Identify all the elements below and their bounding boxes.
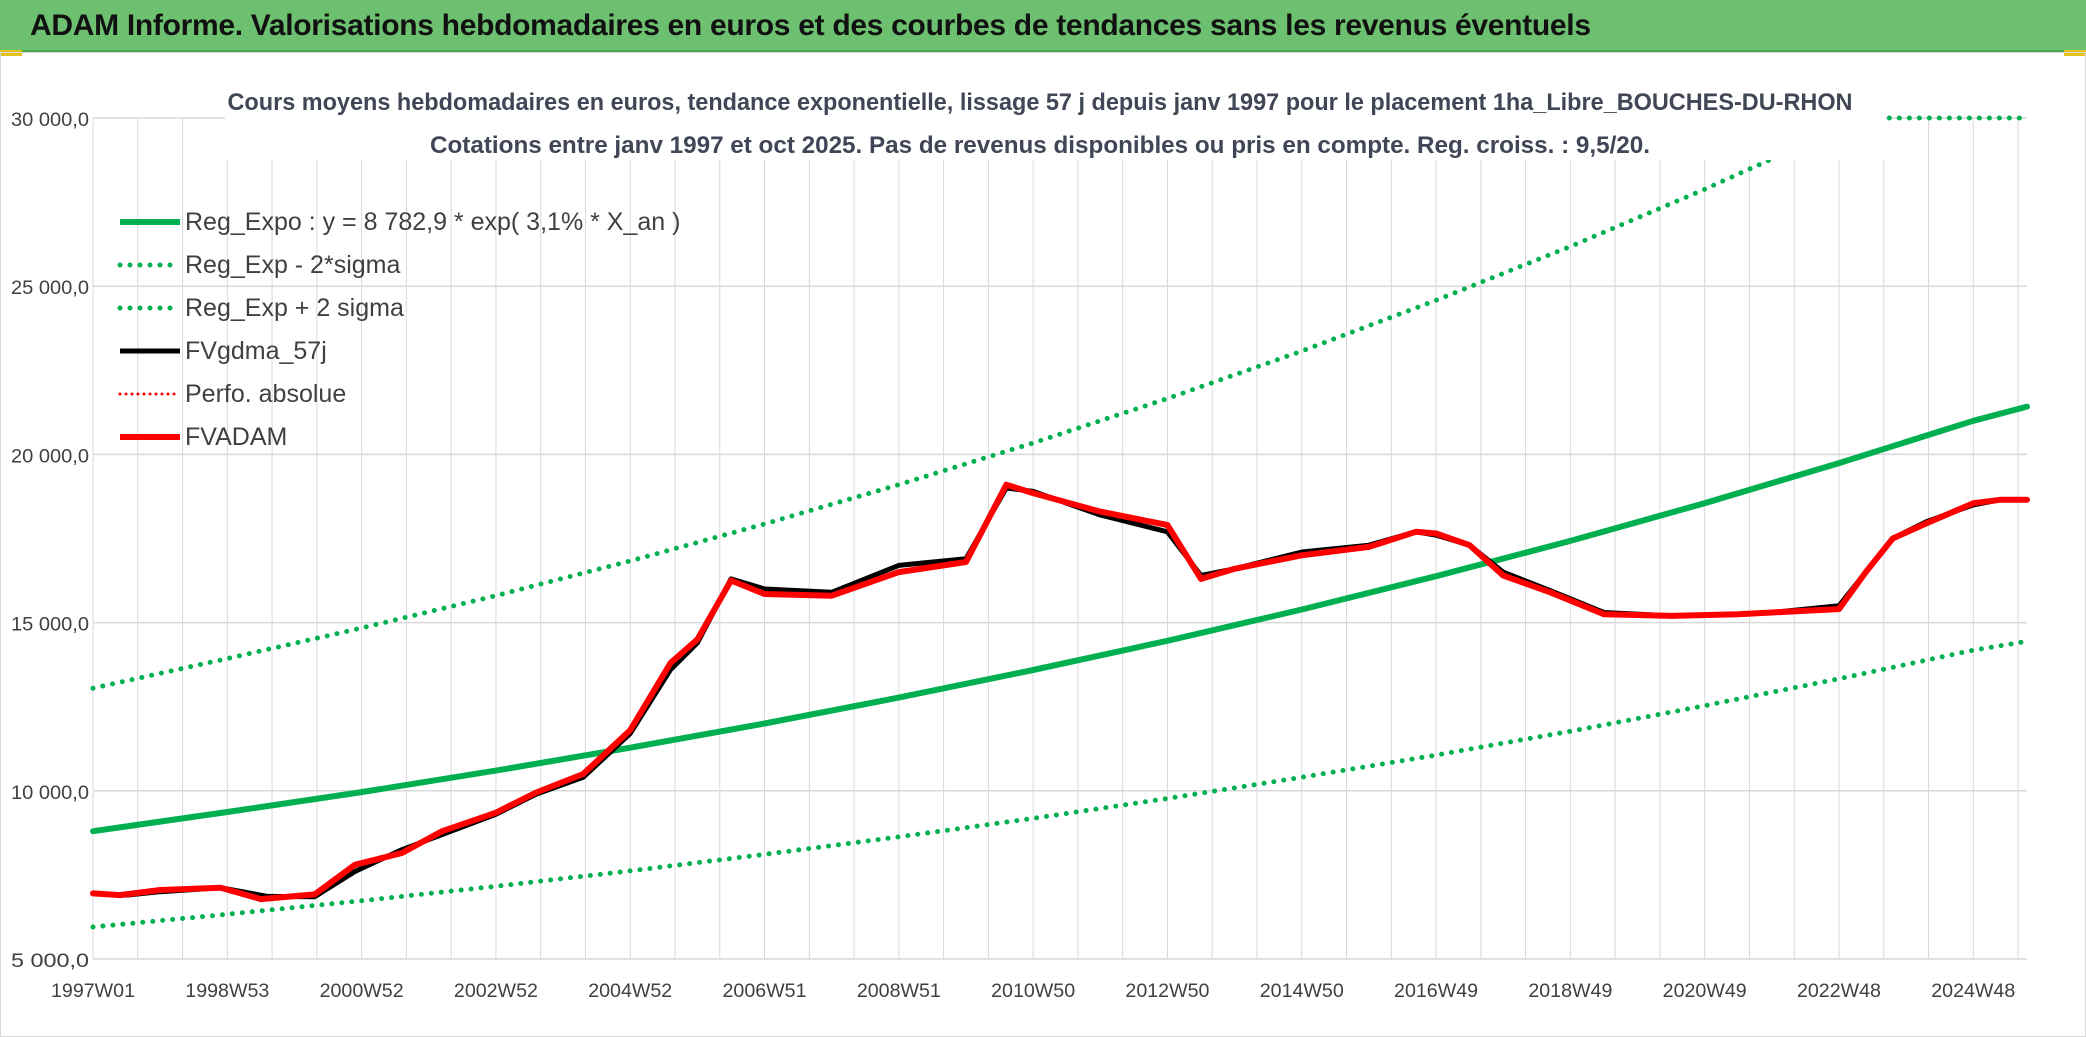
page-title: ADAM Informe. Valorisations hebdomadaire… xyxy=(30,9,1591,42)
legend-entry-label: FVADAM xyxy=(185,423,287,451)
x-tick-label: 2004W52 xyxy=(588,981,672,1002)
y-tick-label: 20 000,0 xyxy=(11,446,89,467)
y-tick-label: 25 000,0 xyxy=(11,278,89,299)
y-tick-label: 15 000,0 xyxy=(11,615,89,636)
x-tick-label: 2022W48 xyxy=(1797,981,1881,1002)
corner-accent-left xyxy=(0,50,22,56)
series-line-1 xyxy=(90,638,2030,930)
chart-title: Cours moyens hebdomadaires en euros, ten… xyxy=(228,89,1853,116)
x-tick-label: 1997W01 xyxy=(51,981,135,1002)
series-line-2 xyxy=(90,115,2030,691)
x-tick-label: 2000W52 xyxy=(320,981,404,1002)
legend-entry-label: FVgdma_57j xyxy=(185,337,327,365)
grid xyxy=(92,117,2027,960)
y-tick-label: 30 000,0 xyxy=(11,110,89,131)
legend-entry-label: Perfo. absolue xyxy=(185,380,346,408)
x-tick-label: 2008W51 xyxy=(857,981,941,1002)
chart-subtitle: Cotations entre janv 1997 et oct 2025. P… xyxy=(430,132,1650,159)
series-layer xyxy=(90,115,2030,930)
axes: 5 000,0 10 000,0 15 000,0 20 000,0 25 000,0 3… xyxy=(11,110,2015,1002)
series-line-5 xyxy=(90,481,2030,903)
series-line-3 xyxy=(90,485,2030,900)
y-tick-label: 5 000,0 xyxy=(11,951,89,972)
legend-entry-label: Reg_Exp + 2 sigma xyxy=(185,294,404,322)
x-tick-label: 2012W50 xyxy=(1125,981,1209,1002)
x-tick-label: 2006W51 xyxy=(723,981,807,1002)
legend-entry-label: Reg_Exp - 2*sigma xyxy=(185,251,400,279)
legend-entry-label: Reg_Expo : y = 8 782,9 * exp( 3,1% * X_a… xyxy=(185,208,680,236)
chart: Cours moyens hebdomadaires en euros, ten… xyxy=(11,84,2030,1002)
x-tick-label: 2016W49 xyxy=(1394,981,1478,1002)
header-bar: ADAM Informe. Valorisations hebdomadaire… xyxy=(0,0,2086,52)
x-tick-label: 2018W49 xyxy=(1528,981,1612,1002)
x-tick-label: 2024W48 xyxy=(1931,981,2015,1002)
corner-accent-right xyxy=(2064,50,2086,56)
x-tick-label: 2010W50 xyxy=(991,981,1075,1002)
legend: Reg_Expo : y = 8 782,9 * exp( 3,1% * X_a… xyxy=(117,208,680,451)
title-background xyxy=(225,84,1885,160)
x-tick-label: 2002W52 xyxy=(454,981,538,1002)
x-tick-label: 2014W50 xyxy=(1260,981,1344,1002)
x-tick-label: 1998W53 xyxy=(185,981,269,1002)
series-line-0 xyxy=(90,403,2030,835)
y-tick-label: 10 000,0 xyxy=(11,783,89,804)
x-tick-label: 2020W49 xyxy=(1663,981,1747,1002)
